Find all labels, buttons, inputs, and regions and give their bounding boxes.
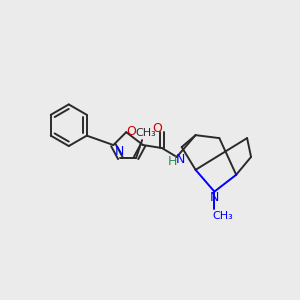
Text: H: H bbox=[168, 155, 178, 168]
Text: N: N bbox=[210, 191, 219, 204]
Text: CH₃: CH₃ bbox=[212, 212, 233, 221]
Text: O: O bbox=[126, 125, 136, 138]
Text: N: N bbox=[115, 146, 124, 158]
Text: N: N bbox=[176, 153, 185, 167]
Text: O: O bbox=[152, 122, 162, 135]
Text: CH₃: CH₃ bbox=[136, 128, 156, 138]
